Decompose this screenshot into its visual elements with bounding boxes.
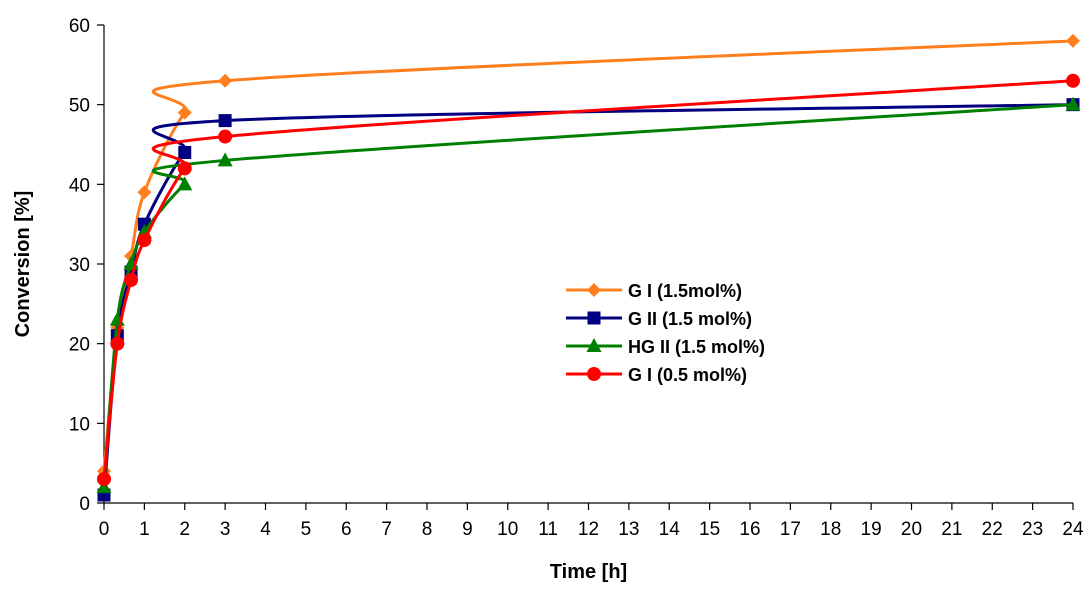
data-point: [1066, 73, 1080, 88]
x-tick-label: 0: [99, 519, 110, 540]
legend-item: G I (1.5mol%): [566, 281, 742, 301]
x-tick-label: 19: [861, 519, 882, 540]
data-point: [177, 105, 192, 120]
series-line: [102, 103, 1075, 489]
x-tick-label: 7: [381, 519, 392, 540]
x-axis-title: Time [h]: [550, 561, 627, 583]
legend-marker: [587, 311, 601, 325]
y-tick-label: 60: [69, 16, 90, 37]
data-point: [218, 73, 233, 88]
data-point: [110, 336, 125, 351]
data-point: [177, 176, 193, 191]
data-point: [1065, 96, 1081, 111]
x-tick-label: 4: [260, 519, 271, 540]
legend-label: HG II (1.5 mol%): [628, 337, 765, 357]
legend-label: G I (0.5 mol%): [628, 365, 747, 385]
series-2: [96, 96, 1081, 494]
series-line: [102, 103, 1075, 497]
x-tick-label: 2: [179, 519, 190, 540]
legend-item: G II (1.5 mol%): [566, 309, 752, 329]
data-point: [124, 272, 139, 287]
series-line: [102, 79, 1075, 481]
x-tick-label: 5: [301, 519, 312, 540]
legend-item: HG II (1.5 mol%): [566, 337, 765, 357]
x-tick-label: 16: [739, 519, 760, 540]
x-tick-label: 3: [220, 519, 231, 540]
y-tick-label: 0: [79, 494, 90, 515]
x-tick-label: 13: [618, 519, 639, 540]
data-point: [137, 233, 152, 248]
x-tick-label: 17: [780, 519, 801, 540]
legend-marker: [587, 283, 601, 297]
x-tick-label: 1: [139, 519, 150, 540]
x-tick-label: 24: [1062, 519, 1084, 540]
series-layer: [96, 33, 1081, 502]
x-tick-label: 11: [538, 519, 558, 540]
x-tick-label: 8: [422, 519, 433, 540]
data-point: [97, 472, 111, 487]
x-tick-label: 10: [497, 519, 518, 540]
data-point: [218, 114, 232, 128]
data-point: [218, 129, 233, 144]
y-tick-label: 10: [69, 414, 90, 435]
y-tick-label: 30: [69, 255, 90, 276]
x-tick-label: 22: [982, 519, 1003, 540]
x-tick-label: 23: [1022, 519, 1043, 540]
y-tick-label: 20: [69, 335, 90, 356]
x-tick-label: 12: [578, 519, 599, 540]
y-tick-label: 40: [69, 175, 90, 196]
legend: G I (1.5mol%) G II (1.5 mol%) HG II (1.5 m…: [566, 281, 765, 385]
x-tick-label: 6: [341, 519, 352, 540]
data-point: [178, 145, 192, 159]
legend-marker: [586, 338, 602, 352]
series-3: [97, 73, 1080, 487]
x-tick-label: 20: [901, 519, 922, 540]
x-tick-label: 21: [941, 519, 962, 540]
data-point: [177, 161, 192, 176]
series-0: [97, 33, 1080, 479]
legend-item: G I (0.5 mol%): [566, 365, 747, 385]
data-point: [1066, 33, 1080, 48]
x-tick-label: 14: [659, 519, 681, 540]
legend-marker: [587, 367, 601, 381]
y-tick-label: 50: [69, 96, 90, 117]
data-point: [137, 185, 152, 200]
x-tick-label: 15: [699, 519, 720, 540]
y-axis-title: Conversion [%]: [12, 191, 34, 338]
x-tick-label: 9: [462, 519, 473, 540]
legend-label: G II (1.5 mol%): [628, 309, 752, 329]
legend-label: G I (1.5mol%): [628, 281, 742, 301]
data-point: [217, 152, 233, 167]
x-tick-label: 18: [820, 519, 841, 540]
